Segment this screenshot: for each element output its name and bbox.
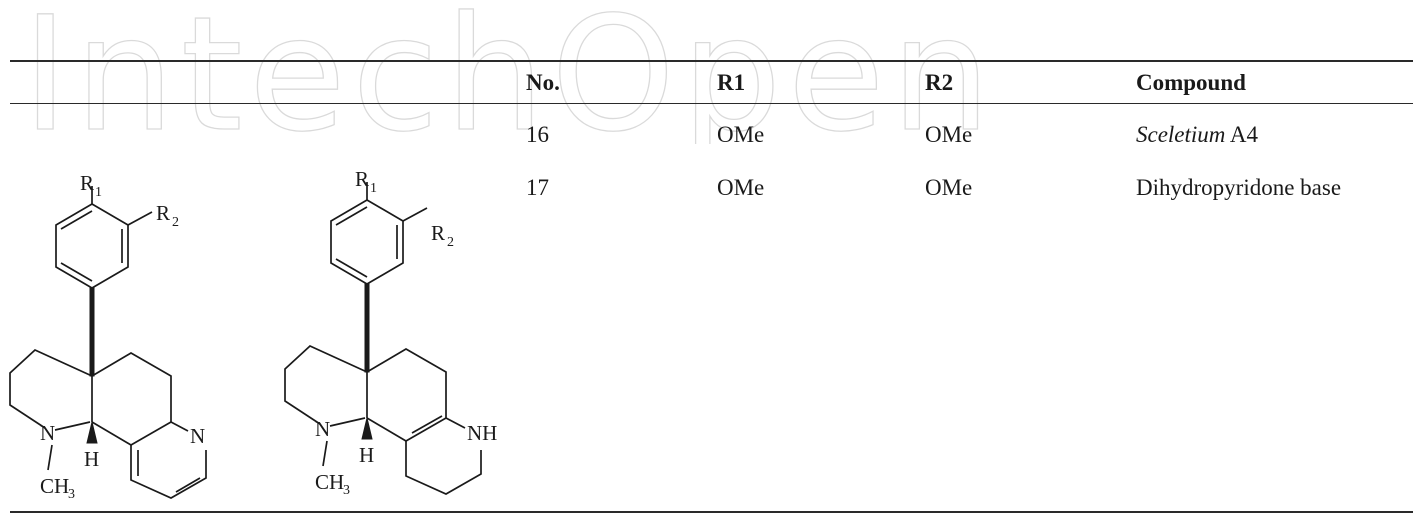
- svg-text:R: R: [156, 201, 170, 225]
- row-16-r1: OMe: [717, 122, 765, 147]
- table-header-rule: [10, 103, 1413, 104]
- svg-text:CH: CH: [315, 470, 344, 494]
- svg-text:R: R: [431, 221, 445, 245]
- svg-text:R: R: [355, 167, 369, 191]
- row-16-compound: Sceletium A4: [1136, 122, 1258, 148]
- svg-text:2: 2: [172, 215, 179, 230]
- table-top-rule: [10, 60, 1413, 62]
- svg-text:R: R: [80, 171, 94, 195]
- row-16-r2: OMe: [925, 122, 973, 147]
- header-no: No.: [526, 70, 560, 95]
- header-compound: Compound: [1136, 70, 1246, 95]
- svg-text:NH: NH: [467, 421, 497, 445]
- compound-genus: Sceletium: [1136, 122, 1226, 147]
- benzene-ring: [55, 203, 129, 289]
- row-17-r2: OMe: [925, 175, 973, 200]
- svg-text:H: H: [359, 443, 374, 467]
- svg-text:2: 2: [447, 235, 454, 250]
- row-17-r1: OMe: [717, 175, 765, 200]
- svg-text:3: 3: [68, 487, 75, 500]
- svg-text:N: N: [315, 417, 330, 441]
- structure-17: R 1 R 2 N CH 3 H NH: [284, 167, 497, 498]
- svg-text:N: N: [190, 424, 205, 448]
- compound-suffix: A4: [1225, 122, 1258, 147]
- header-r1: R1: [717, 70, 746, 95]
- svg-text:N: N: [40, 421, 55, 445]
- svg-text:H: H: [84, 447, 99, 471]
- svg-text:1: 1: [95, 185, 102, 200]
- table-bottom-rule: [10, 511, 1413, 513]
- header-r2: R2: [925, 70, 954, 95]
- svg-text:CH: CH: [40, 474, 69, 498]
- row-17-no: 17: [526, 175, 549, 200]
- benzene-ring: [330, 199, 404, 285]
- row-17-compound: Dihydropyridone base: [1136, 175, 1341, 201]
- structure-16: R 1 R 2 N CH 3 H N: [9, 171, 207, 500]
- row-16-no: 16: [526, 122, 549, 147]
- compound-name: Dihydropyridone base: [1136, 175, 1342, 200]
- svg-text:IntechOpen: IntechOpen: [22, 0, 997, 144]
- svg-text:3: 3: [343, 483, 350, 498]
- svg-text:1: 1: [370, 181, 377, 196]
